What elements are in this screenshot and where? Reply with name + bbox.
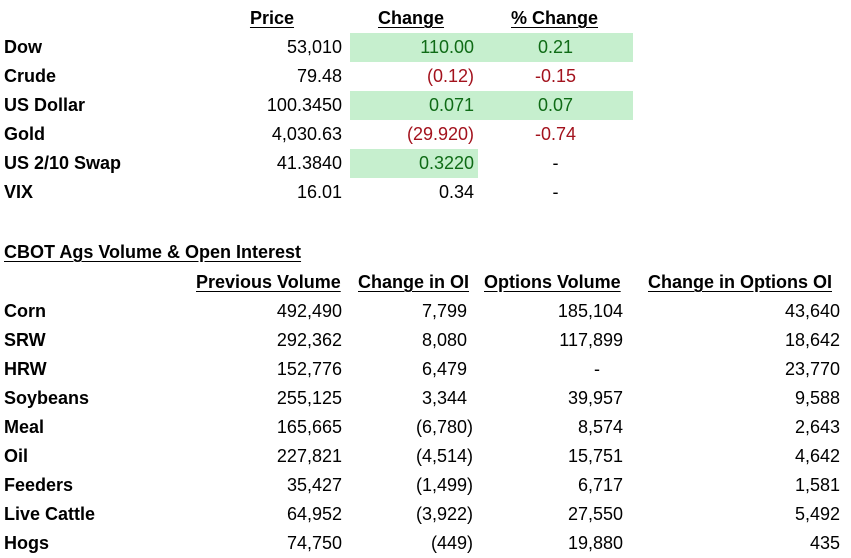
- options-volume-value: -: [594, 359, 600, 379]
- change-oi-value: (3,922): [415, 504, 473, 524]
- market-name: Dow: [4, 37, 42, 57]
- change-oi-value: 8,080: [421, 330, 467, 350]
- change-oi-value: 3,344: [421, 388, 467, 408]
- options-volume-value: 19,880: [567, 533, 623, 553]
- table-row: Hogs 74,750 (449) 19,880 435: [0, 529, 851, 558]
- change-options-oi-value: 23,770: [784, 359, 840, 379]
- table-row: Gold 4,030.63 (29.920) -0.74: [0, 120, 851, 149]
- market-price: 16.01: [296, 182, 342, 202]
- cbot-title-row: CBOT Ags Volume & Open Interest: [0, 238, 851, 267]
- prev-volume-value: 74,750: [286, 533, 342, 553]
- market-price: 100.3450: [266, 95, 342, 115]
- commodity-name: SRW: [4, 330, 46, 350]
- prev-volume-value: 35,427: [286, 475, 342, 495]
- prev-volume-value: 152,776: [276, 359, 342, 379]
- table-row: Soybeans 255,125 3,344 39,957 9,588: [0, 384, 851, 413]
- table-row: Feeders 35,427 (1,499) 6,717 1,581: [0, 471, 851, 500]
- change-options-oi-value: 435: [809, 533, 840, 553]
- commodity-name: Oil: [4, 446, 29, 466]
- options-volume-value: 6,717: [577, 475, 623, 495]
- market-pct-change: -0.74: [534, 124, 577, 144]
- change-oi-value: 6,479: [421, 359, 467, 379]
- prev-volume-value: 292,362: [276, 330, 342, 350]
- market-price: 41.3840: [276, 153, 342, 173]
- pct-change-header: % Change: [511, 8, 599, 28]
- commodity-name: Hogs: [4, 533, 49, 553]
- prev-volume-header: Previous Volume: [196, 272, 341, 292]
- market-change: (0.12): [426, 66, 474, 86]
- change-options-oi-value: 1,581: [794, 475, 840, 495]
- change-options-oi-header: Change in Options OI: [648, 272, 832, 292]
- options-volume-value: 8,574: [577, 417, 623, 437]
- change-oi-value: (449): [430, 533, 473, 553]
- market-name: US Dollar: [4, 95, 86, 115]
- table-row: Crude 79.48 (0.12) -0.15: [0, 62, 851, 91]
- market-pct-change: -: [552, 153, 559, 173]
- commodity-name: Live Cattle: [4, 504, 96, 524]
- market-name: Gold: [4, 124, 45, 144]
- commodity-name: HRW: [4, 359, 47, 379]
- commodity-name: Soybeans: [4, 388, 90, 408]
- prev-volume-value: 165,665: [276, 417, 342, 437]
- change-options-oi-value: 4,642: [794, 446, 840, 466]
- market-price: 4,030.63: [271, 124, 342, 144]
- options-volume-value: 39,957: [567, 388, 623, 408]
- options-volume-value: 117,899: [559, 330, 623, 350]
- change-options-oi-value: 5,492: [794, 504, 840, 524]
- table-row: US 2/10 Swap 41.3840 0.3220 -: [0, 149, 851, 178]
- change-options-oi-value: 2,643: [794, 417, 840, 437]
- options-volume-value: 27,550: [567, 504, 623, 524]
- change-options-oi-value: 43,640: [784, 301, 840, 321]
- market-change: 0.34: [438, 182, 474, 202]
- market-price: 79.48: [296, 66, 342, 86]
- market-change: 0.071: [350, 91, 478, 120]
- change-header: Change: [378, 8, 445, 28]
- markets-header-row: Price Change % Change: [0, 4, 851, 33]
- table-row: Corn 492,490 7,799 185,104 43,640: [0, 297, 851, 326]
- table-row: VIX 16.01 0.34 -: [0, 178, 851, 207]
- prev-volume-value: 64,952: [286, 504, 342, 524]
- market-pct-change: -: [552, 182, 559, 202]
- commodity-name: Corn: [4, 301, 46, 321]
- table-row: Live Cattle 64,952 (3,922) 27,550 5,492: [0, 500, 851, 529]
- change-oi-value: (4,514): [415, 446, 473, 466]
- commodity-name: Meal: [4, 417, 45, 437]
- table-row: Meal 165,665 (6,780) 8,574 2,643: [0, 413, 851, 442]
- options-volume-header: Options Volume: [484, 272, 621, 292]
- market-change: 110.00: [350, 33, 478, 62]
- change-options-oi-value: 18,642: [784, 330, 840, 350]
- options-volume-value: 15,751: [567, 446, 623, 466]
- change-oi-value: 7,799: [421, 301, 467, 321]
- price-header: Price: [249, 8, 295, 28]
- market-name: Crude: [4, 66, 57, 86]
- table-row: SRW 292,362 8,080 117,899 18,642: [0, 326, 851, 355]
- market-name: US 2/10 Swap: [4, 153, 122, 173]
- market-pct-change: -0.15: [534, 66, 577, 86]
- prev-volume-value: 227,821: [276, 446, 342, 466]
- change-oi-value: (1,499): [415, 475, 473, 495]
- table-row: Dow 53,010 110.00 0.21: [0, 33, 851, 62]
- table-row: HRW 152,776 6,479 - 23,770: [0, 355, 851, 384]
- market-name: VIX: [4, 182, 34, 202]
- table-row: US Dollar 100.3450 0.071 0.07: [0, 91, 851, 120]
- change-oi-header: Change in OI: [358, 272, 470, 292]
- change-oi-value: (6,780): [415, 417, 473, 437]
- cbot-title: CBOT Ags Volume & Open Interest: [4, 242, 302, 262]
- table-row: Oil 227,821 (4,514) 15,751 4,642: [0, 442, 851, 471]
- market-change: (29.920): [406, 124, 474, 144]
- prev-volume-value: 255,125: [276, 388, 342, 408]
- market-pct-change: 0.07: [478, 91, 633, 120]
- market-change: 0.3220: [350, 149, 478, 178]
- cbot-header-row: Previous Volume Change in OI Options Vol…: [0, 268, 851, 297]
- commodity-name: Feeders: [4, 475, 74, 495]
- market-price: 53,010: [286, 37, 342, 57]
- prev-volume-value: 492,490: [276, 301, 342, 321]
- change-options-oi-value: 9,588: [794, 388, 840, 408]
- market-pct-change: 0.21: [478, 33, 633, 62]
- options-volume-value: 185,104: [557, 301, 623, 321]
